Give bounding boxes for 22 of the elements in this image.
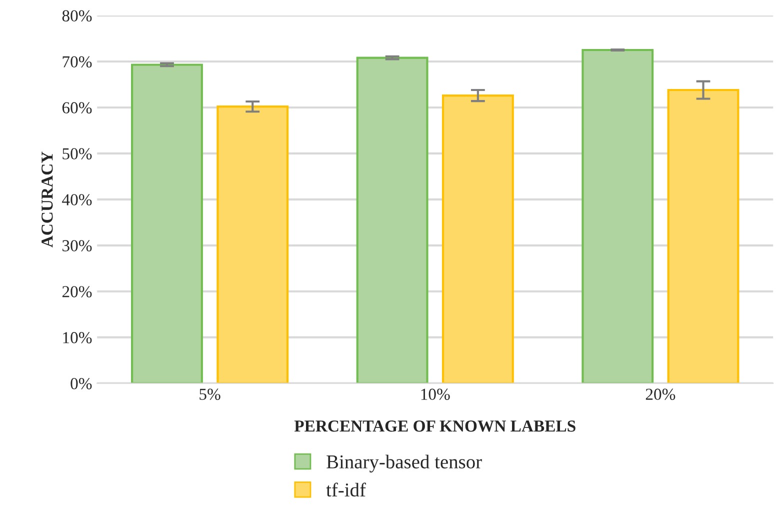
- x-tick-label: 20%: [646, 388, 676, 400]
- y-tick-label: 30%: [62, 240, 92, 252]
- bar: [582, 48, 654, 384]
- x-tick-label: 5%: [200, 388, 220, 400]
- y-tick-label: 80%: [62, 10, 92, 22]
- bar: [131, 64, 203, 384]
- y-tick-label: 50%: [62, 148, 92, 160]
- y-tick-label: 40%: [62, 194, 92, 206]
- y-axis-title: ACCURACY: [42, 152, 53, 248]
- x-axis-title: PERCENTAGE OF KNOWN LABELS: [294, 420, 576, 432]
- legend-label: Binary-based tensor: [326, 454, 482, 472]
- bar: [216, 106, 289, 384]
- bar: [442, 94, 514, 384]
- bar: [667, 88, 740, 384]
- y-tick-label: 70%: [62, 56, 92, 68]
- bar: [356, 56, 428, 384]
- y-tick-label: 20%: [62, 286, 92, 298]
- legend-label: tf-idf: [326, 482, 366, 497]
- y-tick-label: 0%: [70, 378, 92, 390]
- y-tick-label: 10%: [63, 332, 92, 344]
- x-tick-label: 10%: [421, 388, 450, 400]
- y-tick-label: 60%: [62, 102, 92, 114]
